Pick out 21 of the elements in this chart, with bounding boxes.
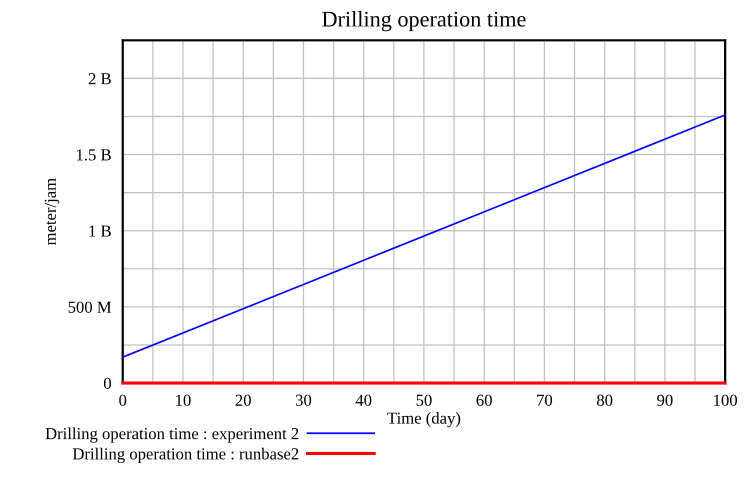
x-tick-label: 40	[356, 394, 372, 406]
x-tick-label: 0	[119, 394, 126, 406]
x-tick-label: 90	[657, 394, 673, 406]
y-tick-label: 2 B	[88, 73, 111, 84]
legend-label: Drilling operation time : experiment 2	[46, 428, 298, 443]
y-axis-title: meter/jam	[44, 178, 60, 246]
x-tick-label: 10	[176, 394, 191, 406]
x-tick-label: 60	[476, 394, 492, 406]
x-tick-label: 50	[416, 394, 432, 406]
y-tick-label: 1 B	[89, 226, 111, 237]
x-tick-label: 80	[596, 394, 612, 406]
x-axis-title: Time (day)	[387, 412, 460, 428]
x-tick-label: 100	[714, 394, 738, 406]
y-tick-label: 1.5 B	[76, 149, 111, 161]
x-tick-label: 20	[236, 394, 251, 406]
legend-label: Drilling operation time : runbase2	[72, 448, 298, 463]
x-tick-label: 30	[296, 394, 312, 406]
y-tick-label: 500 M	[68, 302, 112, 313]
y-tick-label: 0	[104, 378, 111, 389]
chart-title: Drilling operation time	[322, 11, 526, 32]
x-tick-label: 70	[537, 394, 552, 406]
